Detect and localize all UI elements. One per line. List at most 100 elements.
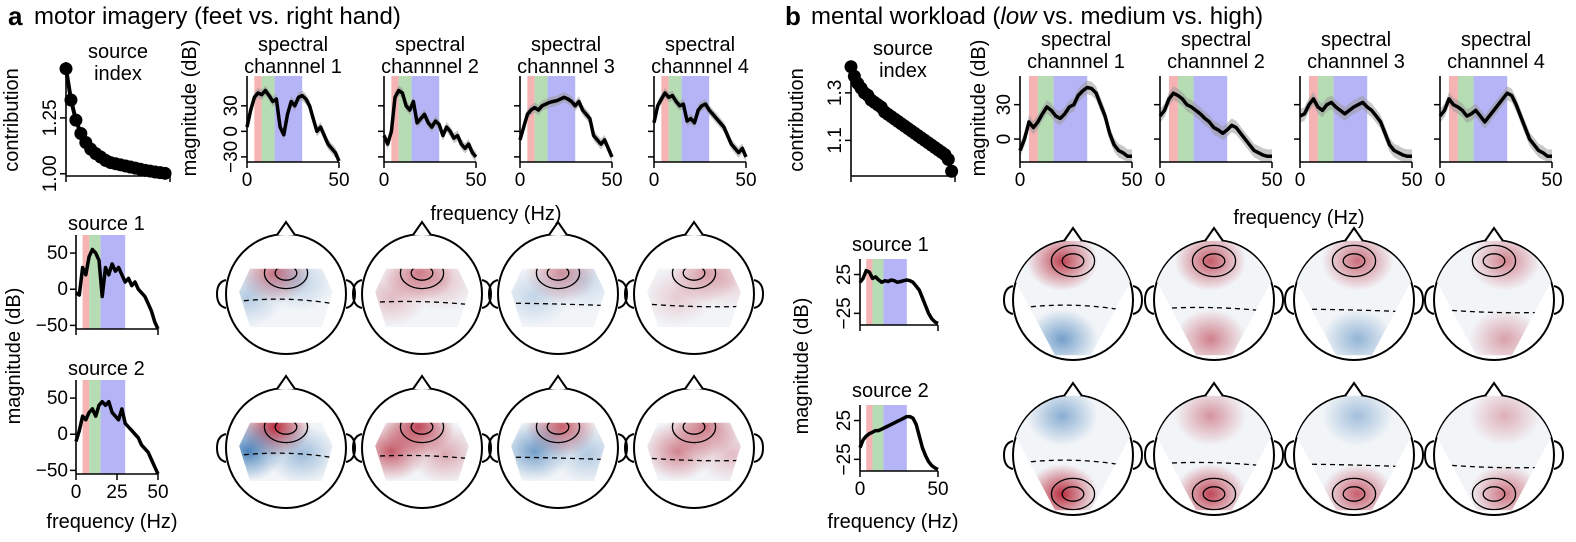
contour	[410, 268, 434, 281]
contour	[671, 422, 717, 444]
field	[647, 422, 741, 481]
panel-letter: b	[785, 1, 801, 31]
band-green	[89, 380, 101, 474]
series-spread	[1440, 86, 1552, 162]
nose	[1063, 226, 1083, 242]
nose	[276, 374, 296, 390]
y-tick-label: 1.00	[40, 155, 61, 192]
contour	[1191, 244, 1237, 278]
y-tick-label: 0	[57, 424, 68, 445]
chart-title-line-1: index	[879, 60, 927, 82]
x-tick-label: 50	[735, 170, 756, 191]
y-tick-label: 0	[221, 126, 242, 137]
data-point	[64, 93, 78, 107]
data-point	[941, 152, 955, 166]
y-axis-label-contribution-b: contribution	[786, 68, 808, 171]
series-line	[1299, 97, 1412, 159]
contour	[546, 422, 570, 435]
panel-a-header: a motor imagery (feet vs. right hand)	[8, 1, 401, 31]
ear-right	[345, 433, 357, 463]
x-tick-label: 50	[147, 482, 168, 503]
x-tick-label: 0	[1155, 170, 1166, 191]
band-red	[1028, 76, 1038, 162]
ear-right	[617, 433, 629, 463]
band-red	[527, 76, 535, 162]
y-axis-label-source-a: magnitude (dB)	[3, 288, 25, 425]
panel-title-part-0: motor imagery (feet vs. right hand)	[34, 3, 401, 30]
contour	[1471, 477, 1517, 511]
panel-title-part-0: mental workload (	[811, 3, 1000, 30]
x-tick-label: 0	[242, 170, 253, 191]
contour	[274, 422, 298, 435]
topomap	[1423, 381, 1565, 516]
field	[239, 268, 333, 327]
y-tick-label: 1.3	[825, 80, 846, 106]
chart-title-line-0: spectral	[665, 34, 735, 56]
series-spread	[520, 92, 612, 162]
x-tick-label: 50	[927, 479, 948, 500]
topomap	[1002, 381, 1144, 516]
contour	[399, 422, 445, 444]
contour	[399, 268, 445, 290]
y-tick-label: 30	[994, 94, 1015, 115]
x-tick-label: 25	[106, 482, 127, 503]
contour	[1482, 486, 1506, 502]
field	[1297, 395, 1411, 511]
y-tick-label: 0	[994, 134, 1015, 145]
nose	[412, 374, 432, 390]
band-red	[1448, 76, 1458, 162]
field-blob	[239, 268, 285, 327]
ear-left	[1283, 285, 1295, 315]
chart-title-line-0: spectral	[258, 34, 328, 56]
nose	[1204, 381, 1224, 397]
ear-left	[215, 433, 227, 463]
chart-b-source-1: −25 25 source 1	[834, 234, 939, 331]
y-tick-label: −50	[36, 460, 68, 481]
ear-right	[1132, 285, 1144, 315]
contour	[1202, 253, 1226, 269]
band-blue	[883, 259, 907, 325]
topomap	[1002, 226, 1144, 361]
series-spread	[1300, 92, 1412, 162]
band-green	[872, 405, 884, 471]
chart-title-line-0: spectral	[1041, 29, 1111, 51]
contour	[1191, 477, 1237, 511]
ear-left	[1423, 285, 1435, 315]
x-tick-label: 50	[328, 170, 349, 191]
band-red	[866, 405, 873, 471]
x-tick-label: 0	[1015, 170, 1026, 191]
contour	[535, 268, 581, 290]
y-tick-label: −25	[834, 297, 855, 329]
series-line	[75, 247, 160, 330]
x-tick-label: 0	[649, 170, 660, 191]
band-green	[1317, 76, 1334, 162]
ear-left	[215, 279, 227, 309]
contour	[1342, 253, 1366, 269]
contour	[1471, 244, 1517, 278]
x-axis-label-spectral-a: frequency (Hz)	[430, 203, 561, 225]
chart-title-line-0: source	[873, 38, 933, 60]
field	[1157, 395, 1271, 511]
chart-title-line-1: channnel 3	[517, 56, 615, 78]
nose	[276, 220, 296, 236]
panel-b-header: b mental workload (low vs. medium vs. hig…	[785, 1, 1263, 31]
chart-title-line-0: source	[88, 41, 148, 63]
y-axis-label-contribution: contribution	[1, 68, 23, 171]
x-tick-label: 0	[379, 170, 390, 191]
ear-left	[1423, 440, 1435, 470]
chart-title: source 1	[852, 234, 929, 256]
nose	[548, 220, 568, 236]
band-blue	[100, 380, 126, 474]
topomap	[215, 220, 357, 355]
nose	[684, 374, 704, 390]
field	[375, 422, 469, 481]
y-tick-label: 50	[47, 388, 68, 409]
field	[1157, 240, 1271, 356]
